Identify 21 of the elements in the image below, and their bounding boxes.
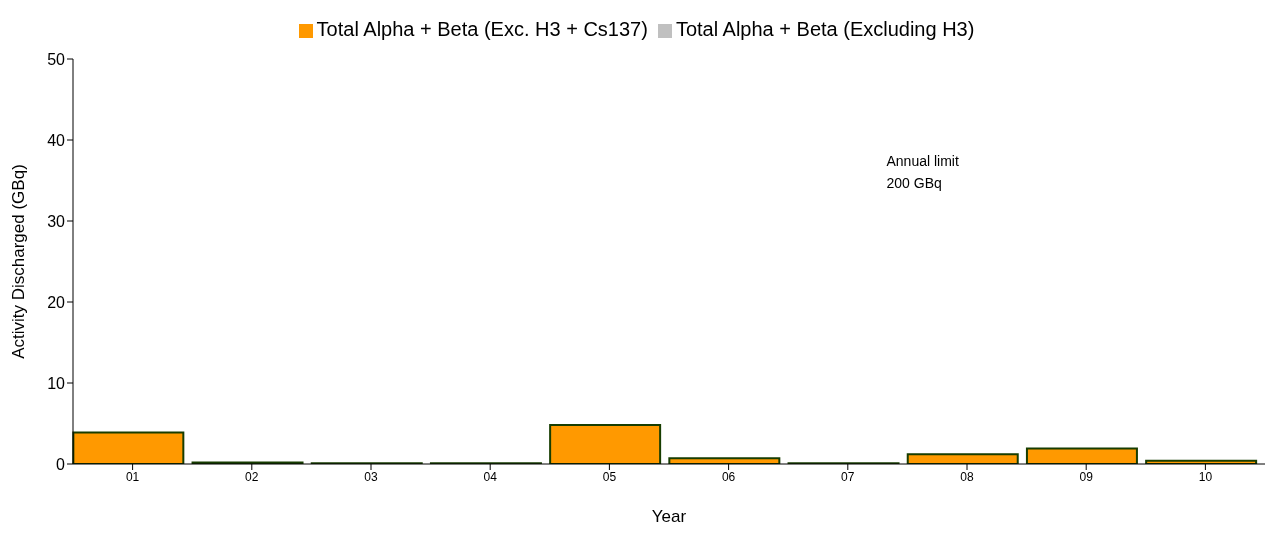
x-tick-label: 01 (125, 469, 140, 484)
x-tick-label: 08 (960, 469, 974, 484)
legend-label: Total Alpha + Beta (Excluding H3) (675, 18, 975, 40)
y-tick-label: 40 (47, 131, 66, 149)
y-tick-label: 50 (47, 50, 66, 68)
x-tick-label: 05 (602, 469, 617, 484)
y-tick-label: 30 (47, 212, 66, 230)
x-tick-label: 06 (721, 469, 736, 484)
y-tick-label: 20 (47, 293, 66, 311)
x-tick-label: 09 (1079, 469, 1094, 484)
legend-label: Total Alpha + Beta (Exc. H3 + Cs137) (316, 18, 648, 40)
y-tick-label: 0 (56, 455, 66, 473)
y-tick-label: 10 (47, 374, 66, 392)
x-tick-label: 02 (245, 469, 259, 484)
x-axis-title: Year (651, 507, 687, 526)
x-tick-label: 07 (841, 469, 855, 484)
annotation: Annual limit 200 GBq (886, 153, 959, 191)
x-tick-label: 03 (364, 469, 378, 484)
y-axis-title: Activity Discharged (GBq) (9, 164, 29, 359)
x-tick-label: 04 (483, 469, 498, 484)
x-tick-label: 10 (1198, 469, 1213, 484)
